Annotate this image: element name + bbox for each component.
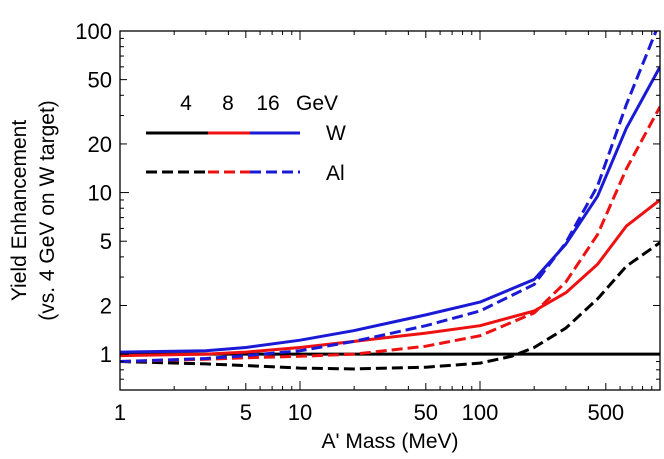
series-line-4-gev-al	[120, 241, 660, 371]
legend-energy-8: 8	[222, 92, 234, 115]
x-tick-label: 500	[587, 400, 624, 425]
series-layer	[120, 31, 660, 371]
series-line-16-gev-w	[120, 66, 660, 354]
tick-labels: 1 5 10 50 100 500 1 2 5 10 20 50 100	[75, 19, 624, 425]
y-tick-label: 2	[100, 294, 112, 319]
y-tick-label: 100	[75, 19, 112, 44]
y-tick-label: 5	[100, 229, 112, 254]
legend: 4 8 16 GeV W Al	[146, 92, 346, 185]
legend-energy-16: 16	[256, 92, 279, 115]
x-tick-label: 1	[114, 400, 126, 425]
y-tick-label: 20	[88, 132, 112, 157]
series-line-8-gev-al	[120, 105, 660, 364]
legend-target-al: Al	[326, 162, 345, 185]
legend-unit: GeV	[296, 92, 338, 115]
y-tick-label: 50	[88, 68, 112, 93]
x-tick-label: 5	[240, 400, 252, 425]
legend-energy-4: 4	[180, 92, 192, 115]
plot-frame	[119, 30, 661, 391]
x-axis-label: A' Mass (MeV)	[321, 430, 458, 453]
x-tick-label: 10	[288, 400, 312, 425]
ticks-layer	[119, 30, 661, 391]
y-axis-sublabel: (vs. 4 GeV on W target)	[36, 100, 59, 321]
x-tick-label: 50	[414, 400, 438, 425]
y-tick-label: 10	[88, 181, 112, 206]
x-tick-label: 100	[462, 400, 499, 425]
legend-target-w: W	[326, 122, 346, 145]
series-line-8-gev-w	[120, 198, 660, 358]
y-axis-label: Yield Enhancement	[8, 120, 31, 302]
y-tick-label: 1	[100, 342, 112, 367]
series-line-16-gev-al	[120, 31, 658, 364]
